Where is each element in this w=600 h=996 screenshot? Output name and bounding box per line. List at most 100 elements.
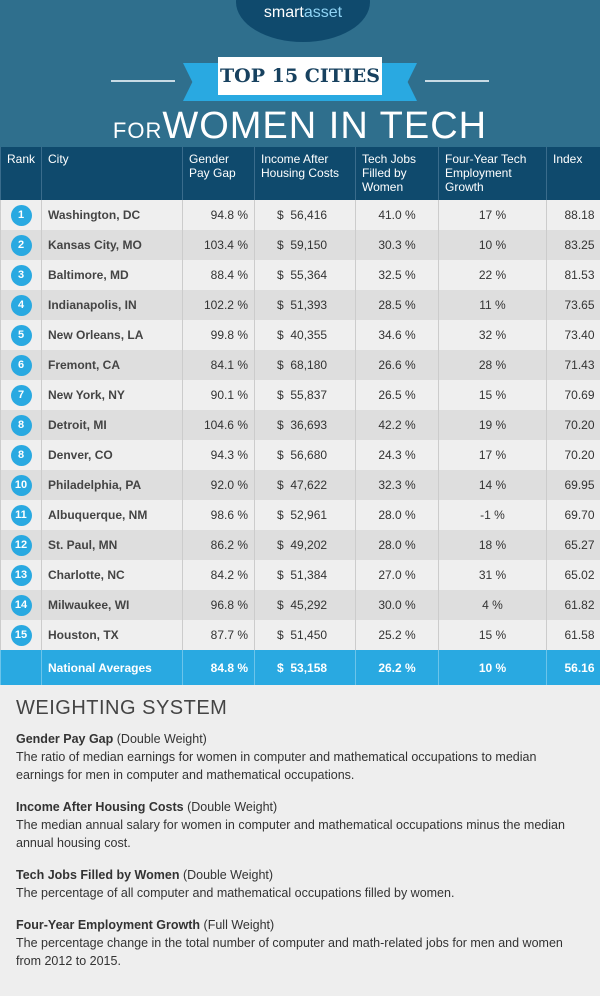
city-cell: Detroit, MI bbox=[42, 410, 183, 440]
currency-symbol: $ bbox=[277, 598, 284, 612]
income-value: 55,364 bbox=[290, 268, 327, 282]
rank-cell: 15 bbox=[1, 620, 42, 650]
rank-cell: 3 bbox=[1, 260, 42, 290]
pay-gap-cell: 92.0 % bbox=[183, 470, 255, 500]
income-cell: $ 45,292 bbox=[255, 590, 356, 620]
city-cell: Albuquerque, NM bbox=[42, 500, 183, 530]
income-cell: $ 40,355 bbox=[255, 320, 356, 350]
city-cell: Baltimore, MD bbox=[42, 260, 183, 290]
currency-symbol: $ bbox=[277, 208, 284, 222]
income-value: 53,158 bbox=[290, 661, 327, 675]
rank-badge: 4 bbox=[11, 295, 32, 316]
pay-gap-cell: 98.6 % bbox=[183, 500, 255, 530]
income-value: 52,961 bbox=[290, 508, 327, 522]
growth-cell: 18 % bbox=[439, 530, 547, 560]
logo-text-asset: asset bbox=[304, 4, 342, 21]
city-cell: Houston, TX bbox=[42, 620, 183, 650]
rank-badge: 5 bbox=[11, 325, 32, 346]
income-value: 40,355 bbox=[290, 328, 327, 342]
city-cell: St. Paul, MN bbox=[42, 530, 183, 560]
index-cell: 88.18 bbox=[547, 200, 600, 230]
city-cell: Charlotte, NC bbox=[42, 560, 183, 590]
currency-symbol: $ bbox=[277, 388, 284, 402]
growth-cell: 4 % bbox=[439, 590, 547, 620]
growth-cell: 10 % bbox=[439, 230, 547, 260]
rank-cell: 14 bbox=[1, 590, 42, 620]
rank-badge: 7 bbox=[11, 385, 32, 406]
table-row: 8 Detroit, MI 104.6 % $ 36,693 42.2 % 19… bbox=[1, 410, 600, 440]
income-cell: $ 56,416 bbox=[255, 200, 356, 230]
column-header: Tech Jobs Filled by Women bbox=[356, 147, 439, 200]
weighting-item: Tech Jobs Filled by Women (Double Weight… bbox=[16, 866, 584, 902]
income-value: 68,180 bbox=[290, 358, 327, 372]
weighting-system: WEIGHTING SYSTEM Gender Pay Gap (Double … bbox=[0, 685, 600, 996]
tech-jobs-cell: 30.0 % bbox=[356, 590, 439, 620]
growth-cell: 22 % bbox=[439, 260, 547, 290]
pay-gap-cell: 86.2 % bbox=[183, 530, 255, 560]
table-row: 10 Philadelphia, PA 92.0 % $ 47,622 32.3… bbox=[1, 470, 600, 500]
weighting-name: Gender Pay Gap bbox=[16, 732, 113, 746]
city-cell: Washington, DC bbox=[42, 200, 183, 230]
currency-symbol: $ bbox=[277, 568, 284, 582]
table-row: 2 Kansas City, MO 103.4 % $ 59,150 30.3 … bbox=[1, 230, 600, 260]
growth-cell: 14 % bbox=[439, 470, 547, 500]
rank-cell: 8 bbox=[1, 410, 42, 440]
rank-badge: 10 bbox=[11, 475, 32, 496]
currency-symbol: $ bbox=[277, 418, 284, 432]
pay-gap-cell: 87.7 % bbox=[183, 620, 255, 650]
rank-badge: 14 bbox=[11, 595, 32, 616]
smartasset-logo: smartasset bbox=[236, 0, 370, 42]
index-cell: 81.53 bbox=[547, 260, 600, 290]
rank-cell: 12 bbox=[1, 530, 42, 560]
tech-jobs-cell: 32.5 % bbox=[356, 260, 439, 290]
weighting-weight: (Double Weight) bbox=[117, 732, 207, 746]
index-cell: 65.02 bbox=[547, 560, 600, 590]
rank-cell: 5 bbox=[1, 320, 42, 350]
index-cell: 73.65 bbox=[547, 290, 600, 320]
city-cell: New Orleans, LA bbox=[42, 320, 183, 350]
tech-jobs-cell: 28.0 % bbox=[356, 500, 439, 530]
tech-jobs-cell: 28.0 % bbox=[356, 530, 439, 560]
income-value: 56,416 bbox=[290, 208, 327, 222]
table-row: 1 Washington, DC 94.8 % $ 56,416 41.0 % … bbox=[1, 200, 600, 230]
rank-cell: 7 bbox=[1, 380, 42, 410]
growth-cell: 31 % bbox=[439, 560, 547, 590]
table-row: 12 St. Paul, MN 86.2 % $ 49,202 28.0 % 1… bbox=[1, 530, 600, 560]
rank-badge: 11 bbox=[11, 505, 32, 526]
rank-cell: 8 bbox=[1, 440, 42, 470]
table-row: 7 New York, NY 90.1 % $ 55,837 26.5 % 15… bbox=[1, 380, 600, 410]
column-header: City bbox=[42, 147, 183, 200]
income-cell: $ 59,150 bbox=[255, 230, 356, 260]
weighting-description: The percentage change in the total numbe… bbox=[16, 934, 584, 970]
rank-badge: 6 bbox=[11, 355, 32, 376]
tech-jobs-cell: 25.2 % bbox=[356, 620, 439, 650]
rank-cell: 1 bbox=[1, 200, 42, 230]
income-cell: $ 68,180 bbox=[255, 350, 356, 380]
divider-left bbox=[111, 80, 175, 82]
tech-jobs-cell: 26.2 % bbox=[356, 650, 439, 685]
index-cell: 73.40 bbox=[547, 320, 600, 350]
income-cell: $ 51,393 bbox=[255, 290, 356, 320]
table-row: 4 Indianapolis, IN 102.2 % $ 51,393 28.5… bbox=[1, 290, 600, 320]
income-cell: $ 56,680 bbox=[255, 440, 356, 470]
table-row: 3 Baltimore, MD 88.4 % $ 55,364 32.5 % 2… bbox=[1, 260, 600, 290]
city-cell: Philadelphia, PA bbox=[42, 470, 183, 500]
pay-gap-cell: 84.8 % bbox=[183, 650, 255, 685]
currency-symbol: $ bbox=[277, 661, 284, 675]
currency-symbol: $ bbox=[277, 328, 284, 342]
rank-cell: 6 bbox=[1, 350, 42, 380]
index-cell: 70.20 bbox=[547, 410, 600, 440]
growth-cell: 11 % bbox=[439, 290, 547, 320]
currency-symbol: $ bbox=[277, 508, 284, 522]
rank-cell bbox=[1, 650, 42, 685]
rank-badge: 8 bbox=[11, 415, 32, 436]
tech-jobs-cell: 27.0 % bbox=[356, 560, 439, 590]
index-cell: 71.43 bbox=[547, 350, 600, 380]
index-cell: 70.20 bbox=[547, 440, 600, 470]
growth-cell: 28 % bbox=[439, 350, 547, 380]
logo-text-smart: smart bbox=[264, 4, 304, 21]
weighting-description: The percentage of all computer and mathe… bbox=[16, 884, 584, 902]
weighting-weight: (Double Weight) bbox=[187, 800, 277, 814]
title-main: WOMEN IN TECH bbox=[162, 105, 487, 147]
page-title: FORWOMEN IN TECH bbox=[0, 106, 600, 147]
